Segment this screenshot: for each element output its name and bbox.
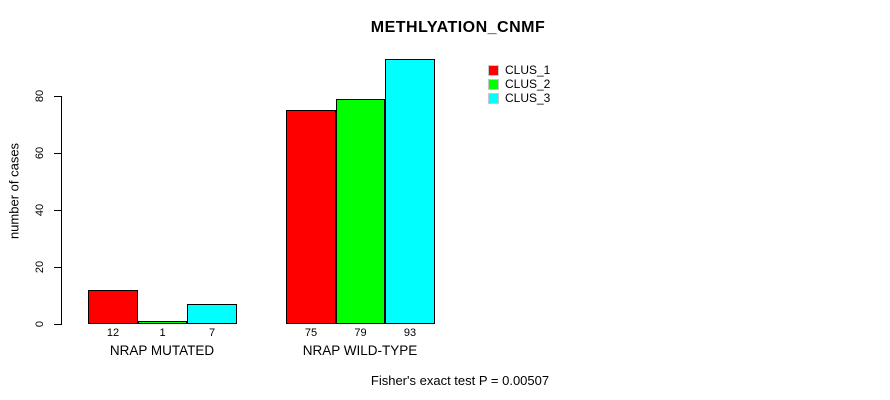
bar-clus_3-0: [187, 304, 237, 324]
bar-value-label: 1: [159, 327, 166, 339]
bar-clus_2-1: [336, 99, 385, 324]
fisher-test-annotation: Fisher's exact test P = 0.00507: [370, 373, 550, 388]
legend-swatch: [488, 78, 499, 90]
legend-item-clus_1: CLUS_1: [488, 63, 550, 77]
chart-title: METHLYATION_CNMF: [370, 19, 546, 36]
legend-swatch: [488, 92, 499, 104]
bar-clus_2-0: [138, 321, 187, 324]
legend-label: CLUS_3: [505, 91, 551, 105]
y-tick-label: 80: [34, 89, 46, 103]
y-tick-label: 20: [34, 260, 46, 274]
legend-swatch: [488, 64, 499, 76]
bar-value-label: 93: [403, 327, 417, 339]
y-tick-mark: [54, 96, 61, 97]
y-tick-mark: [54, 324, 61, 325]
x-category-label-nrap-mutated: NRAP MUTATED: [109, 343, 215, 358]
bar-clus_1-0: [88, 290, 138, 324]
bar-value-label: 79: [354, 327, 367, 339]
y-tick-mark: [54, 210, 61, 211]
y-tick-mark: [54, 267, 61, 268]
legend-item-clus_3: CLUS_3: [488, 91, 550, 105]
y-axis-line: [61, 96, 62, 325]
bar-clus_1-1: [286, 110, 336, 324]
y-tick-label: 40: [34, 203, 46, 217]
y-tick-label: 0: [34, 320, 46, 328]
legend-label: CLUS_1: [505, 63, 551, 77]
x-category-label-nrap-wild-type: NRAP WILD-TYPE: [302, 343, 418, 358]
bar-value-label: 75: [304, 327, 318, 339]
bar-clus_3-1: [385, 59, 435, 324]
bar-value-label: 12: [106, 327, 120, 339]
y-axis-label: number of cases: [6, 142, 22, 240]
y-tick-label: 60: [34, 146, 46, 160]
bar-value-label: 7: [208, 327, 216, 339]
y-tick-mark: [54, 153, 61, 154]
legend-item-clus_2: CLUS_2: [488, 77, 550, 91]
legend: CLUS_1 CLUS_2 CLUS_3: [488, 63, 550, 105]
legend-label: CLUS_2: [505, 77, 551, 91]
